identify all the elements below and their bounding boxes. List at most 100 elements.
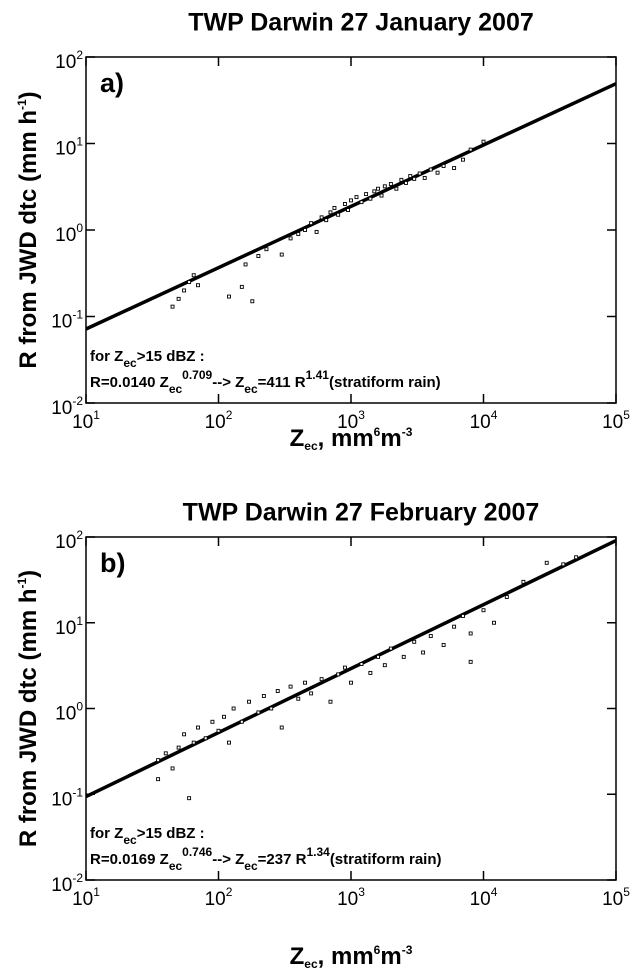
y-tick-label-part: -2	[72, 871, 83, 885]
panel-label: a)	[100, 68, 124, 98]
point	[250, 299, 255, 304]
point	[417, 171, 422, 176]
annotation-part: 0.709	[182, 368, 212, 382]
x-axis-label-part: 6	[374, 425, 381, 439]
annotation-part: ec	[169, 859, 183, 873]
point	[452, 166, 457, 171]
point	[441, 164, 446, 168]
point	[309, 691, 314, 696]
y-tick-label-part: 10	[51, 875, 72, 896]
x-tick-label: 104	[470, 885, 498, 910]
x-tick-label-part: 10	[602, 889, 623, 910]
point	[468, 659, 473, 664]
annotation-part: ec	[169, 382, 183, 396]
point	[521, 579, 526, 584]
y-tick-label-part: 10	[55, 532, 76, 553]
y-axis-label-part: -1	[15, 578, 29, 589]
x-axis-label: Zec, mm6m-3	[290, 425, 413, 453]
point	[231, 706, 236, 711]
x-tick-label-part: 10	[205, 412, 226, 433]
chart-title: TWP Darwin 27 February 2007	[183, 499, 540, 527]
x-tick-label-part: 2	[226, 408, 233, 422]
y-tick-label: 10-1	[51, 308, 83, 333]
x-tick-label-part: 10	[470, 889, 491, 910]
y-axis-label: R from JWD dtc (mm h-1)	[15, 570, 42, 847]
y-axis-label-part: -1	[15, 99, 29, 110]
y-tick-label-part: 0	[76, 700, 83, 714]
annotation-part: =411 R	[258, 374, 306, 391]
annotation: R=0.0169 Zec0.746--> Zec=237 R1.34(strat…	[90, 845, 442, 873]
point	[210, 719, 215, 724]
annotation-part: for Z	[90, 825, 123, 842]
annotation-part: R=0.0140 Z	[90, 374, 169, 391]
point	[342, 202, 347, 206]
y-tick-label-part: 0	[76, 221, 83, 235]
y-tick-label: 101	[55, 614, 83, 639]
point	[382, 663, 387, 668]
y-tick-label: 102	[55, 48, 83, 73]
point	[324, 218, 329, 223]
y-tick-label-part: -1	[72, 308, 83, 322]
y-axis-label-part: R from JWD dtc (mm h	[15, 589, 42, 848]
annotation-part: 0.746	[182, 845, 212, 859]
point	[372, 189, 377, 194]
point	[379, 193, 384, 198]
point	[328, 210, 333, 215]
y-tick-label: 10-2	[51, 394, 83, 419]
point	[247, 699, 251, 704]
y-tick-label: 10-1	[51, 785, 83, 810]
point	[376, 654, 380, 659]
point	[408, 174, 413, 179]
annotation: R=0.0140 Zec0.709--> Zec=411 R1.41(strat…	[90, 368, 441, 396]
fit-line	[85, 539, 617, 799]
point	[388, 182, 393, 186]
y-tick-label: 10-2	[51, 871, 83, 896]
point	[404, 180, 408, 185]
point	[349, 198, 353, 203]
x-tick-label: 101	[72, 408, 100, 433]
x-axis-label-part: 6	[374, 943, 381, 957]
x-axis-label-part: Z	[290, 425, 305, 452]
point	[303, 680, 308, 685]
x-tick-label-part: 1	[93, 885, 100, 899]
point	[376, 186, 380, 191]
point	[421, 650, 426, 655]
point	[336, 672, 341, 677]
x-axis-label-part: ec	[304, 957, 318, 971]
point	[170, 304, 175, 309]
point	[269, 706, 274, 711]
point	[332, 205, 337, 210]
x-tick-label-part: 5	[623, 885, 630, 899]
x-axis-label-part: , mm	[318, 425, 374, 452]
x-tick-label: 102	[205, 408, 233, 433]
point	[196, 725, 200, 730]
annotation-part: --> Z	[212, 851, 244, 868]
point	[364, 192, 369, 197]
point	[170, 766, 175, 771]
point	[388, 646, 393, 651]
x-tick-label-part: 10	[602, 412, 623, 433]
x-tick-label-part: 10	[72, 412, 93, 433]
x-tick-label-part: 3	[358, 408, 365, 422]
x-axis-label-part: m	[380, 425, 401, 452]
annotation: for Zec>15 dBZ :	[90, 825, 205, 847]
x-tick-label-part: 10	[337, 412, 358, 433]
x-tick-label-part: 2	[226, 885, 233, 899]
point	[504, 594, 509, 599]
x-tick-label-part: 4	[491, 885, 498, 899]
x-tick-label-part: 4	[491, 408, 498, 422]
point	[441, 643, 446, 647]
point	[191, 273, 196, 278]
x-tick-label: 101	[72, 885, 100, 910]
y-tick-label-part: 10	[55, 139, 76, 160]
x-axis-label: Zec, mm6m-3	[290, 943, 413, 971]
annotation-part: for Z	[90, 348, 123, 365]
point	[296, 232, 301, 236]
point	[191, 740, 196, 745]
annotation-part: 1.34	[306, 845, 330, 859]
point	[176, 296, 181, 301]
y-tick-label: 102	[55, 528, 83, 553]
